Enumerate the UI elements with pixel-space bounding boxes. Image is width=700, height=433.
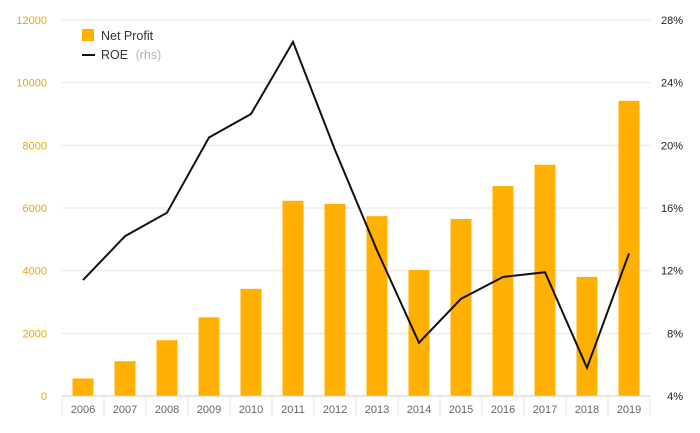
y-right-tick-label: 8% xyxy=(667,328,683,340)
x-tick-label: 2011 xyxy=(281,404,305,416)
y-left-tick-label: 0 xyxy=(41,391,47,403)
y-right-tick-label: 24% xyxy=(661,78,683,90)
legend: Net Profit ROE (rhs) xyxy=(82,29,161,62)
y-right-tick-label: 20% xyxy=(661,140,683,152)
x-tick-label: 2017 xyxy=(533,404,557,416)
y-right-tick-label: 16% xyxy=(661,203,683,215)
x-tick-label: 2007 xyxy=(113,404,137,416)
svg-text:ROE (rhs): ROE (rhs) xyxy=(101,48,161,62)
x-tick-label: 2014 xyxy=(407,404,431,416)
y-axis-left: 0 2000 4000 6000 8000 10000 12000 xyxy=(16,15,47,403)
roe-line-path xyxy=(82,39,630,371)
x-tick-label: 2009 xyxy=(197,404,221,416)
bar-net-profit xyxy=(408,270,430,396)
line-roe xyxy=(82,39,630,371)
bar-net-profit xyxy=(576,276,598,396)
x-tick-label: 2012 xyxy=(323,404,347,416)
x-tick-label: 2019 xyxy=(617,404,641,416)
legend-swatch-net-profit xyxy=(82,29,94,41)
bar-net-profit xyxy=(324,203,346,396)
y-right-tick-label: 4% xyxy=(667,391,683,403)
x-tick-label: 2008 xyxy=(155,404,179,416)
x-tick-label: 2006 xyxy=(71,404,95,416)
y-left-tick-label: 4000 xyxy=(23,266,47,278)
y-right-tick-label: 28% xyxy=(661,15,683,27)
x-tick-label: 2018 xyxy=(575,404,599,416)
x-tick-label: 2010 xyxy=(239,404,263,416)
y-axis-right: 4% 8% 12% 16% 20% 24% 28% xyxy=(661,15,683,403)
y-left-tick-label: 6000 xyxy=(23,203,47,215)
bar-net-profit xyxy=(492,186,514,396)
bar-net-profit xyxy=(282,200,304,396)
legend-label-roe: ROE xyxy=(101,48,128,62)
bar-net-profit xyxy=(156,340,178,396)
y-left-tick-label: 12000 xyxy=(16,15,47,27)
x-axis: 2006 2007 2008 2009 2010 2011 2012 2013 2014 2015… xyxy=(61,395,651,416)
bar-net-profit xyxy=(198,317,220,396)
legend-label-roe-suffix: (rhs) xyxy=(136,48,162,62)
legend-label-net-profit: Net Profit xyxy=(101,29,154,43)
x-tick-label: 2015 xyxy=(449,404,473,416)
bar-net-profit xyxy=(366,216,388,396)
y-left-tick-label: 8000 xyxy=(23,140,47,152)
bar-net-profit xyxy=(534,164,556,396)
bar-net-profit xyxy=(618,100,640,396)
bar-net-profit xyxy=(72,378,94,396)
x-tick-label: 2016 xyxy=(491,404,515,416)
bars-net-profit xyxy=(72,100,640,396)
x-tick-label: 2013 xyxy=(365,404,389,416)
bar-net-profit xyxy=(114,361,136,396)
y-left-tick-label: 2000 xyxy=(23,328,47,340)
y-left-tick-label: 10000 xyxy=(16,78,47,90)
gridlines xyxy=(62,19,650,334)
bar-net-profit xyxy=(240,288,262,396)
y-right-tick-label: 12% xyxy=(661,266,683,278)
bar-net-profit xyxy=(450,218,472,396)
